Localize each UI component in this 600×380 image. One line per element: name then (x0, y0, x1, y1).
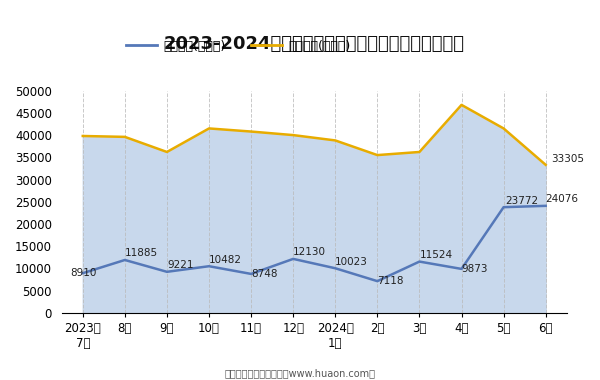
Text: 23772: 23772 (506, 196, 539, 206)
Text: 8748: 8748 (251, 269, 278, 279)
Text: 10023: 10023 (335, 257, 368, 267)
Text: 11885: 11885 (125, 249, 158, 258)
Text: 8910: 8910 (70, 268, 97, 278)
Text: 12130: 12130 (293, 247, 326, 257)
Legend: 出口总额(万美元), 进口总额(万美元): 出口总额(万美元), 进口总额(万美元) (121, 35, 356, 58)
Text: 11524: 11524 (419, 250, 452, 260)
Text: 9873: 9873 (461, 264, 488, 274)
Text: 7118: 7118 (377, 276, 404, 286)
Title: 2023-2024年鹰潭市商品收发货人所在地进、出口额: 2023-2024年鹰潭市商品收发货人所在地进、出口额 (164, 35, 465, 53)
Text: 33305: 33305 (551, 154, 584, 163)
Text: 24076: 24076 (545, 194, 578, 204)
Text: 10482: 10482 (209, 255, 242, 264)
Text: 制图：华经产业研究院（www.huaon.com）: 制图：华经产业研究院（www.huaon.com） (224, 368, 376, 378)
Text: 9221: 9221 (167, 260, 193, 270)
